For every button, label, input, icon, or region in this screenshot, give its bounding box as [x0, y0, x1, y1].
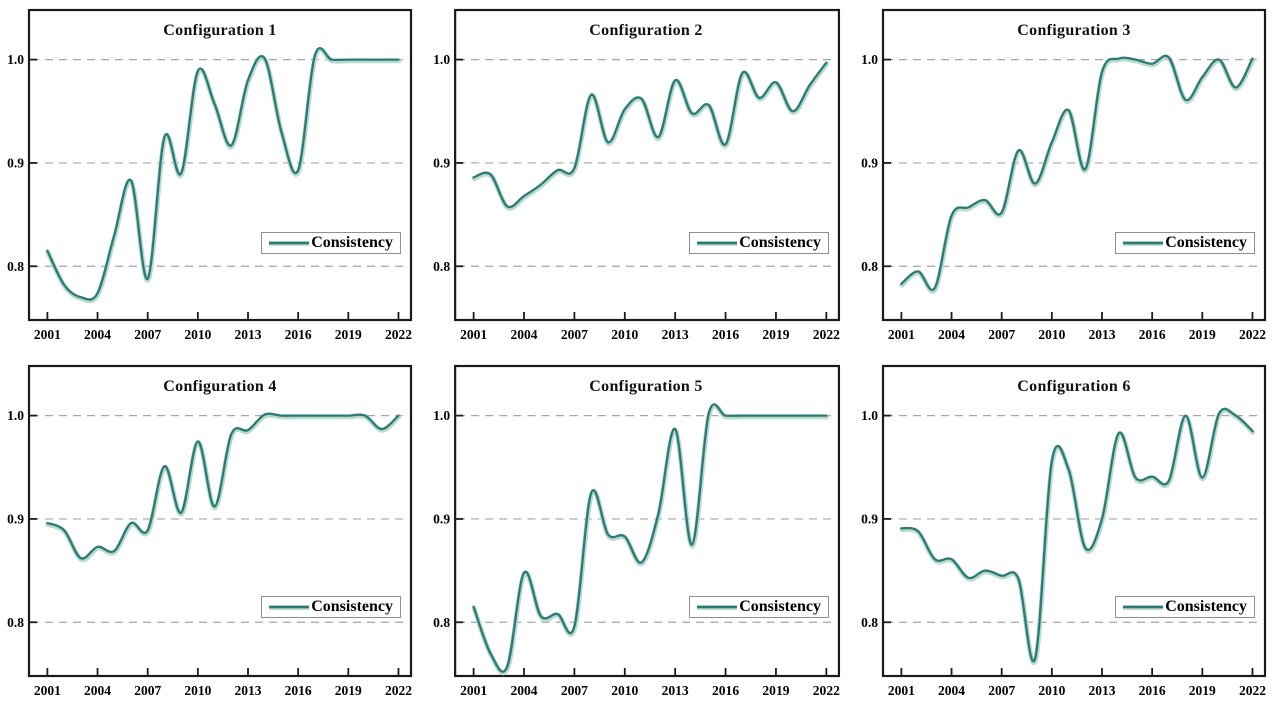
chart-configuration-6: 2001 2004 2007 2010 2013 2016 2019 2022 0.8 0.9 1.… [854, 356, 1280, 712]
svg-text:2019: 2019 [762, 683, 789, 698]
svg-text:2001: 2001 [460, 683, 487, 698]
svg-text:2001: 2001 [34, 683, 61, 698]
legend-line-icon [1123, 605, 1164, 610]
svg-text:0.9: 0.9 [861, 155, 878, 170]
svg-text:2019: 2019 [1189, 327, 1216, 342]
line-plot: 2001 2004 2007 2010 2013 2016 2019 2022 0.8 0.9 1.… [7, 364, 412, 698]
svg-text:2013: 2013 [1089, 327, 1116, 342]
line-plot: 2001 2004 2007 2010 2013 2016 2019 2022 0.8 0.9 1.… [861, 364, 1266, 698]
svg-text:0.9: 0.9 [861, 511, 878, 526]
svg-text:2007: 2007 [988, 683, 1015, 698]
svg-text:2001: 2001 [34, 327, 61, 342]
svg-text:0.8: 0.8 [861, 259, 878, 274]
svg-text:0.8: 0.8 [433, 259, 450, 274]
svg-text:0.9: 0.9 [7, 155, 24, 170]
chart-configuration-1: 2001 2004 2007 2010 2013 2016 2019 2022 0.8 0.9 1.… [0, 0, 426, 356]
svg-text:2013: 2013 [662, 327, 689, 342]
svg-text:2013: 2013 [662, 683, 689, 698]
svg-text:2019: 2019 [335, 683, 362, 698]
svg-text:2022: 2022 [385, 327, 412, 342]
svg-text:1.0: 1.0 [7, 52, 24, 67]
svg-text:0.8: 0.8 [7, 615, 24, 630]
svg-text:2007: 2007 [561, 327, 588, 342]
legend-line-icon [269, 241, 310, 246]
svg-text:0.8: 0.8 [861, 615, 878, 630]
legend: Consistency [1115, 596, 1255, 618]
chart-configuration-5: 2001 2004 2007 2010 2013 2016 2019 2022 0.8 0.9 1.… [426, 356, 854, 712]
svg-text:1.0: 1.0 [433, 408, 450, 423]
svg-text:2016: 2016 [712, 683, 739, 698]
legend: Consistency [689, 596, 829, 618]
chart-configuration-3: 2001 2004 2007 2010 2013 2016 2019 2022 0.8 0.9 1.… [854, 0, 1280, 356]
svg-text:2013: 2013 [1089, 683, 1116, 698]
svg-text:2013: 2013 [235, 327, 262, 342]
svg-text:2001: 2001 [888, 683, 915, 698]
svg-text:2019: 2019 [335, 327, 362, 342]
svg-text:2007: 2007 [988, 327, 1015, 342]
line-plot: 2001 2004 2007 2010 2013 2016 2019 2022 0.8 0.9 1.… [433, 8, 840, 342]
legend-line-icon [697, 605, 738, 610]
svg-text:2010: 2010 [611, 683, 638, 698]
line-plot: 2001 2004 2007 2010 2013 2016 2019 2022 0.8 0.9 1.… [7, 8, 412, 342]
svg-text:2022: 2022 [813, 683, 840, 698]
legend-label: Consistency [1165, 598, 1247, 615]
legend-line-icon [697, 241, 738, 246]
svg-text:2004: 2004 [84, 327, 111, 342]
svg-text:2022: 2022 [1239, 683, 1266, 698]
svg-text:0.9: 0.9 [7, 511, 24, 526]
legend-line-icon [1123, 241, 1164, 246]
legend-label: Consistency [311, 598, 393, 615]
svg-text:2016: 2016 [1139, 327, 1166, 342]
svg-text:2016: 2016 [1139, 683, 1166, 698]
svg-text:2019: 2019 [762, 327, 789, 342]
svg-text:1.0: 1.0 [7, 408, 24, 423]
legend-label: Consistency [1165, 234, 1247, 251]
svg-text:0.9: 0.9 [433, 511, 450, 526]
svg-text:1.0: 1.0 [861, 408, 878, 423]
svg-text:2007: 2007 [561, 683, 588, 698]
svg-text:2010: 2010 [1038, 683, 1065, 698]
legend: Consistency [689, 232, 829, 254]
svg-text:0.8: 0.8 [433, 615, 450, 630]
legend-line-icon [269, 605, 310, 610]
svg-text:2016: 2016 [285, 327, 312, 342]
svg-text:2004: 2004 [938, 327, 965, 342]
chart-configuration-2: 2001 2004 2007 2010 2013 2016 2019 2022 0.8 0.9 1.… [426, 0, 854, 356]
svg-text:2022: 2022 [1239, 327, 1266, 342]
legend-label: Consistency [311, 234, 393, 251]
svg-text:1.0: 1.0 [861, 52, 878, 67]
svg-text:2004: 2004 [84, 683, 111, 698]
svg-text:2010: 2010 [1038, 327, 1065, 342]
legend: Consistency [261, 596, 401, 618]
svg-text:2001: 2001 [888, 327, 915, 342]
svg-text:0.8: 0.8 [7, 259, 24, 274]
chart-configuration-4: 2001 2004 2007 2010 2013 2016 2019 2022 0.8 0.9 1.… [0, 356, 426, 712]
svg-text:2010: 2010 [184, 327, 211, 342]
svg-text:2004: 2004 [938, 683, 965, 698]
legend-label: Consistency [739, 234, 821, 251]
svg-text:2019: 2019 [1189, 683, 1216, 698]
legend: Consistency [261, 232, 401, 254]
svg-text:2010: 2010 [611, 327, 638, 342]
svg-text:2022: 2022 [813, 327, 840, 342]
line-plot: 2001 2004 2007 2010 2013 2016 2019 2022 0.8 0.9 1.… [433, 364, 840, 698]
legend: Consistency [1115, 232, 1255, 254]
svg-text:2007: 2007 [134, 683, 161, 698]
legend-label: Consistency [739, 598, 821, 615]
svg-text:2007: 2007 [134, 327, 161, 342]
svg-text:2022: 2022 [385, 683, 412, 698]
svg-text:2001: 2001 [460, 327, 487, 342]
svg-text:0.9: 0.9 [433, 155, 450, 170]
svg-text:2016: 2016 [712, 327, 739, 342]
svg-text:2004: 2004 [510, 327, 537, 342]
line-plot: 2001 2004 2007 2010 2013 2016 2019 2022 0.8 0.9 1.… [861, 8, 1266, 342]
svg-text:2004: 2004 [510, 683, 537, 698]
svg-text:2010: 2010 [184, 683, 211, 698]
svg-text:2016: 2016 [285, 683, 312, 698]
svg-text:2013: 2013 [235, 683, 262, 698]
svg-text:1.0: 1.0 [433, 52, 450, 67]
